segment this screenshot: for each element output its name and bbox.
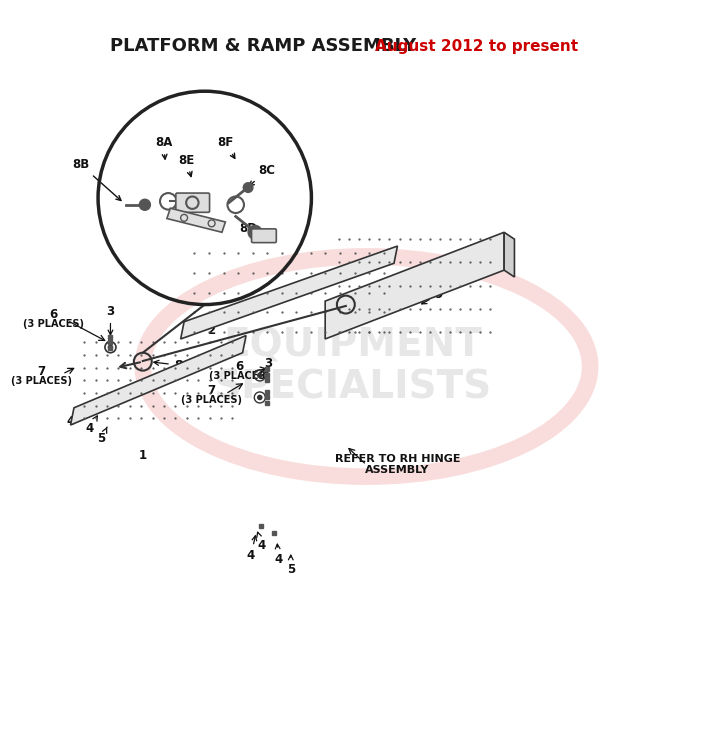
Text: 4: 4 <box>274 544 283 566</box>
Text: 8A: 8A <box>155 136 172 159</box>
Polygon shape <box>71 336 246 425</box>
Text: (3 PLACES): (3 PLACES) <box>11 376 72 386</box>
Text: SPECIALISTS: SPECIALISTS <box>214 368 492 406</box>
Polygon shape <box>325 232 504 339</box>
Text: 3: 3 <box>107 305 114 335</box>
Circle shape <box>258 395 262 399</box>
Text: 8D: 8D <box>239 222 263 235</box>
Circle shape <box>258 373 262 377</box>
Text: 2: 2 <box>207 318 226 336</box>
Polygon shape <box>167 208 226 232</box>
Text: (3 PLACES): (3 PLACES) <box>209 371 270 381</box>
Text: 9: 9 <box>422 288 443 304</box>
Text: 4: 4 <box>257 532 266 552</box>
Circle shape <box>139 199 151 210</box>
Text: 4: 4 <box>247 536 257 562</box>
Text: 8C: 8C <box>250 164 275 186</box>
Text: ASSEMBLY: ASSEMBLY <box>365 465 430 475</box>
Polygon shape <box>181 246 397 339</box>
Text: 4: 4 <box>86 416 97 435</box>
Text: REFER TO RH HINGE: REFER TO RH HINGE <box>334 454 460 465</box>
Text: 6: 6 <box>49 308 57 321</box>
Polygon shape <box>504 232 515 277</box>
Text: 4: 4 <box>67 411 80 428</box>
Text: 3: 3 <box>264 356 273 375</box>
Text: 7: 7 <box>207 384 216 397</box>
Text: (3 PLACES): (3 PLACES) <box>23 319 84 329</box>
Text: 7: 7 <box>38 365 46 377</box>
Text: 5: 5 <box>97 427 107 445</box>
Text: 1: 1 <box>139 449 147 463</box>
FancyBboxPatch shape <box>252 229 276 243</box>
Text: August 2012 to present: August 2012 to present <box>375 39 578 54</box>
Text: 8: 8 <box>154 358 182 372</box>
Text: 5: 5 <box>287 555 295 576</box>
Text: 8B: 8B <box>72 158 121 201</box>
Circle shape <box>109 345 113 350</box>
Circle shape <box>248 226 262 239</box>
Circle shape <box>243 183 253 192</box>
Text: 6: 6 <box>235 360 243 373</box>
Text: 8E: 8E <box>178 153 194 177</box>
Text: PLATFORM & RAMP ASSEMBLY: PLATFORM & RAMP ASSEMBLY <box>110 37 416 56</box>
Text: (3 PLACES): (3 PLACES) <box>181 395 242 405</box>
Text: EQUIPMENT: EQUIPMENT <box>224 327 482 365</box>
FancyBboxPatch shape <box>176 193 210 213</box>
Text: 8F: 8F <box>217 136 235 158</box>
